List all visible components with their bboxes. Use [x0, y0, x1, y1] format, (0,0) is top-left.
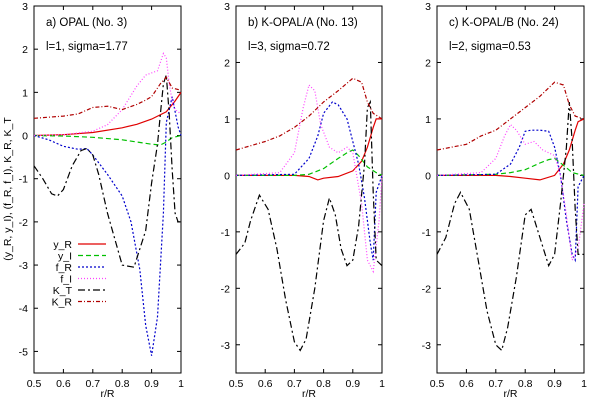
x-tick-label: 0.8	[115, 378, 130, 390]
x-axis-label: r/R	[504, 388, 518, 400]
legend-label-f_I: f_I	[60, 274, 72, 286]
y-tick-label: 1	[224, 114, 230, 126]
panel-0-title: a) OPAL (No. 3)	[46, 17, 127, 29]
panel-2-series-f_I	[436, 123, 585, 263]
panel-2-series-K_T	[436, 101, 584, 352]
y-tick-label: -1	[19, 174, 28, 186]
y-tick-label: 1	[22, 87, 28, 99]
x-tick-label: 0.9	[345, 378, 360, 390]
x-tick-label: 0.7	[488, 378, 503, 390]
panel-2-series-f_R	[436, 129, 585, 263]
panel-2-series-K_R	[436, 81, 585, 151]
x-axis-label: r/R	[302, 388, 316, 400]
legend-label-y_I: y_I	[58, 251, 72, 263]
y-tick-label: 2	[224, 57, 230, 69]
panel-0-series-f_R	[33, 96, 182, 356]
y-tick-label: 2	[22, 44, 28, 56]
panel-1-series-K_R	[235, 77, 383, 151]
x-tick-label: 0.5	[430, 378, 445, 390]
panel-1-series-f_I	[235, 83, 383, 274]
panel-0-series-y_R	[33, 92, 182, 137]
y-tick-label: -2	[221, 283, 230, 295]
panel-0-subtitle: l=1, sigma=1.77	[46, 41, 128, 53]
legend-label-y_R: y_R	[53, 239, 72, 251]
panel-2-frame	[436, 5, 585, 374]
panel-2-title: c) K-OPAL/B (No. 24)	[449, 17, 559, 29]
x-tick-label: 0.6	[459, 378, 474, 390]
y-tick-label: -3	[19, 260, 28, 272]
x-tick-label: 0.9	[144, 378, 159, 390]
x-tick-label: 0.8	[316, 378, 331, 390]
x-tick-label: 1	[379, 378, 385, 390]
panel-1-frame	[235, 5, 383, 374]
series-layer	[33, 52, 585, 356]
x-tick-label: 0.5	[229, 378, 244, 390]
y-tick-label: -1	[221, 227, 230, 239]
panel-1-series-f_R	[235, 101, 383, 261]
x-tick-label: 1	[178, 378, 184, 390]
panel-2-series-y_R	[437, 118, 585, 181]
x-tick-label: 0.9	[547, 378, 562, 390]
x-tick-label: 1	[581, 378, 587, 390]
x-tick-label: 0.7	[287, 378, 302, 390]
y-tick-label: -5	[19, 346, 28, 358]
panel-1-subtitle: l=3, sigma=0.72	[248, 41, 330, 53]
legend-label-K_R: K_R	[52, 297, 73, 309]
panel-2-subtitle: l=2, sigma=0.53	[449, 41, 531, 53]
x-tick-label: 0.6	[56, 378, 71, 390]
x-tick-label: 0.6	[258, 378, 273, 390]
y-tick-label: -2	[422, 283, 431, 295]
x-tick-label: 0.8	[518, 378, 533, 390]
panel-1-series-K_T	[235, 99, 383, 352]
y-tick-label: -1	[422, 227, 431, 239]
y-tick-label: 0	[22, 131, 28, 143]
y-tick-label: 2	[425, 57, 431, 69]
panel-0-series-y_I	[33, 134, 182, 146]
panel-0-series-K_R	[33, 76, 182, 119]
panel-1-series-y_R	[236, 118, 382, 181]
y-tick-label: -3	[221, 340, 230, 352]
y-tick-label: -3	[422, 340, 431, 352]
y-tick-label: 1	[425, 114, 431, 126]
legend-label-K_T: K_T	[53, 285, 73, 297]
axes-layer	[33, 5, 585, 374]
y-tick-label: 0	[425, 170, 431, 182]
panel-2-series-y_I	[436, 157, 585, 176]
panel-1-series-y_I	[236, 149, 383, 176]
text-layer: 0.5 0.6 0.7 0.8 0.9 1 3 2 1 0 -1 -2 -3 -4 -5 a) OPAL (N…	[2, 1, 587, 400]
x-tick-label: 0.5	[27, 378, 42, 390]
y-tick-label: 3	[22, 1, 28, 13]
y-tick-label: 0	[224, 170, 230, 182]
legend-label-f_R: f_R	[56, 262, 73, 274]
y-axis-label: (y_R, y_I), (f_R, f_I), K_R, K_T	[2, 117, 14, 261]
x-tick-label: 0.7	[85, 378, 100, 390]
y-tick-label: 3	[224, 1, 230, 13]
y-tick-label: -2	[19, 217, 28, 229]
panel-0-series-K_T	[33, 74, 181, 268]
panel-1-title: b) K-OPAL/A (No. 13)	[248, 17, 358, 29]
y-tick-label: -4	[19, 303, 28, 315]
panel-0-frame	[33, 5, 182, 374]
x-axis-label: r/R	[101, 388, 115, 400]
panel-0-series-f_I	[33, 52, 182, 137]
y-tick-label: 3	[425, 1, 431, 13]
